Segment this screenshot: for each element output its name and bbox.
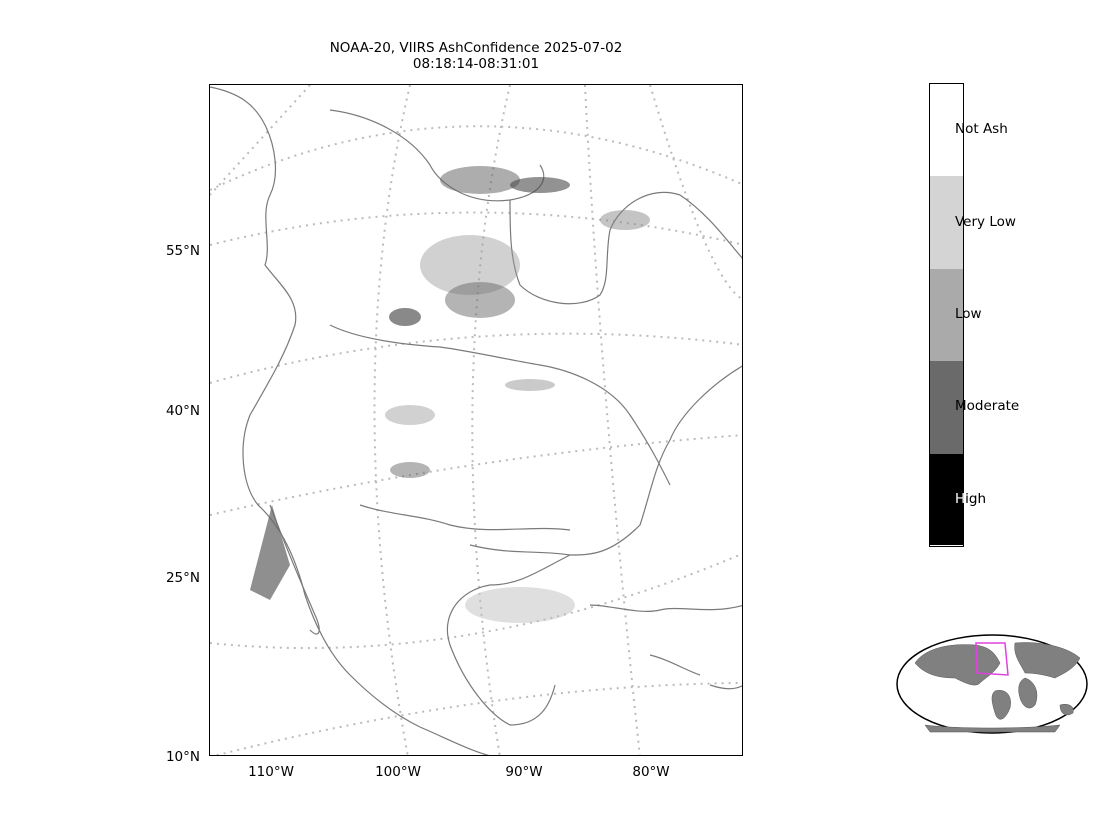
lon-label-90w: 90°W (505, 764, 543, 780)
world-locator-map (896, 634, 1088, 734)
latitude-line (210, 332, 742, 384)
map-panel[interactable] (209, 84, 743, 756)
colorbar-label-not-ash: Not Ash (955, 121, 1008, 137)
colorbar-label-moderate: Moderate (955, 398, 1020, 414)
colorbar-label-high: High (955, 491, 987, 507)
longitude-line (210, 85, 311, 196)
lat-label-55n: 55°N (165, 243, 200, 259)
colorbar-label-very-low: Very Low (955, 214, 1016, 230)
latitude-line (210, 211, 742, 246)
latitude-line (210, 125, 742, 191)
colorbar-label-low: Low (955, 306, 982, 322)
inset-highlight-box (975, 642, 1009, 676)
lat-label-40n: 40°N (165, 403, 200, 419)
colorbar-segment-very-low (930, 176, 963, 269)
lon-label-80w: 80°W (632, 764, 670, 780)
title-line-1: NOAA-20, VIIRS AshConfidence 2025-07-02 (329, 40, 623, 56)
lon-label-110w: 110°W (248, 764, 294, 780)
latitude-line (210, 434, 742, 516)
colorbar-segment-high (930, 454, 963, 545)
ash-detections (250, 166, 650, 623)
colorbar (929, 83, 964, 547)
map-canvas (210, 85, 742, 755)
longitude-line (584, 85, 641, 755)
title-line-2: 08:18:14-08:31:01 (412, 56, 540, 72)
world-locator-inset (895, 633, 1089, 735)
graticule (210, 85, 742, 755)
colorbar-segment-moderate (930, 361, 963, 454)
lon-label-100w: 100°W (375, 764, 421, 780)
lat-label-10n: 10°N (165, 749, 200, 765)
lat-label-25n: 25°N (165, 570, 200, 586)
colorbar-segment-low (930, 269, 963, 361)
map-title: NOAA-20, VIIRS AshConfidence 2025-07-02 … (209, 40, 743, 72)
colorbar-segment-not-ash (930, 84, 963, 176)
latitude-line (213, 682, 742, 755)
longitude-line (649, 85, 742, 300)
